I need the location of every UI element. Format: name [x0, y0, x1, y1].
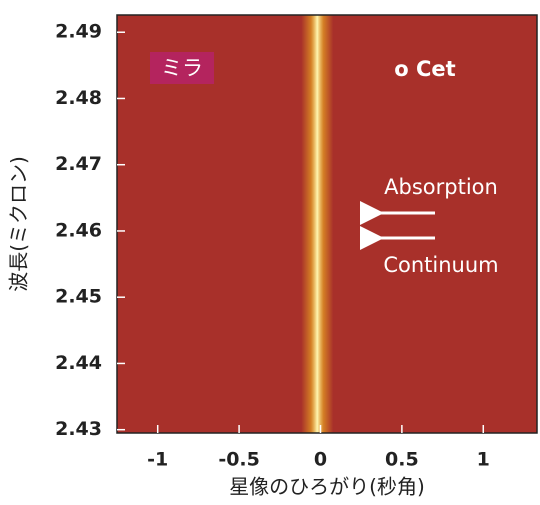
x-tick-label: 0 [314, 449, 327, 471]
y-tick-label: 2.46 [55, 219, 102, 241]
plot-frame [116, 14, 538, 434]
source-strip [301, 15, 334, 433]
y-tick-label: 2.49 [55, 21, 102, 43]
y-axis-label: 波長(ミクロン) [7, 156, 31, 292]
y-tick-label: 2.48 [55, 87, 102, 109]
y-tick-label: 2.45 [55, 286, 102, 308]
x-tick-label: -0.5 [218, 449, 260, 471]
x-tick-label: -1 [147, 449, 168, 471]
annotation: o Cet [394, 57, 455, 81]
annotation: Absorption [384, 175, 498, 199]
label-box [150, 52, 214, 84]
x-tick-label: 1 [477, 449, 490, 471]
x-axis-label: 星像のひろがり(秒角) [229, 475, 425, 499]
annotation: Continuum [383, 253, 498, 277]
y-tick-label: 2.44 [55, 352, 102, 374]
x-tick-label: 0.5 [385, 449, 419, 471]
annotation: ミラ [161, 56, 203, 80]
y-tick-label: 2.43 [55, 418, 102, 440]
y-tick-label: 2.47 [55, 153, 102, 175]
